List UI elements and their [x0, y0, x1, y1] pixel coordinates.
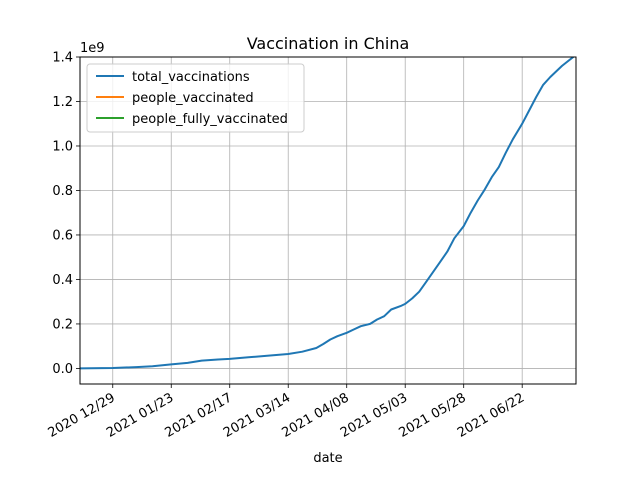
y-tick-label: 0.6	[52, 228, 73, 243]
series-layer	[80, 57, 575, 370]
chart-title: Vaccination in China	[247, 34, 410, 53]
legend-label-people-vaccinated: people_vaccinated	[132, 91, 254, 106]
y-tick-label: 0.0	[52, 362, 73, 377]
y-axis-offset-label: 1e9	[80, 41, 105, 56]
legend-box	[86, 63, 305, 133]
x-axis-label: date	[313, 451, 342, 466]
legend-label-total-vaccinations: total_vaccinations	[132, 70, 250, 85]
legend: total_vaccinations people_vaccinatedpeopl…	[86, 63, 305, 133]
y-tick-label: 1.0	[52, 139, 73, 154]
x-tick-label: 2021 06/22	[455, 390, 527, 440]
plot-area-frame	[79, 56, 577, 385]
legend-label-people-fully-vaccinated: people_fully_vaccinated	[132, 112, 288, 127]
y-tick-label: 1.2	[52, 95, 73, 110]
grid	[80, 56, 576, 384]
y-tick-label: 0.2	[52, 317, 73, 332]
y-tick-label: 0.4	[52, 273, 73, 288]
y-tick-label: 1.4	[52, 51, 73, 66]
y-tick-label: 0.8	[52, 184, 73, 199]
series-line-total-vaccinations	[80, 57, 575, 370]
